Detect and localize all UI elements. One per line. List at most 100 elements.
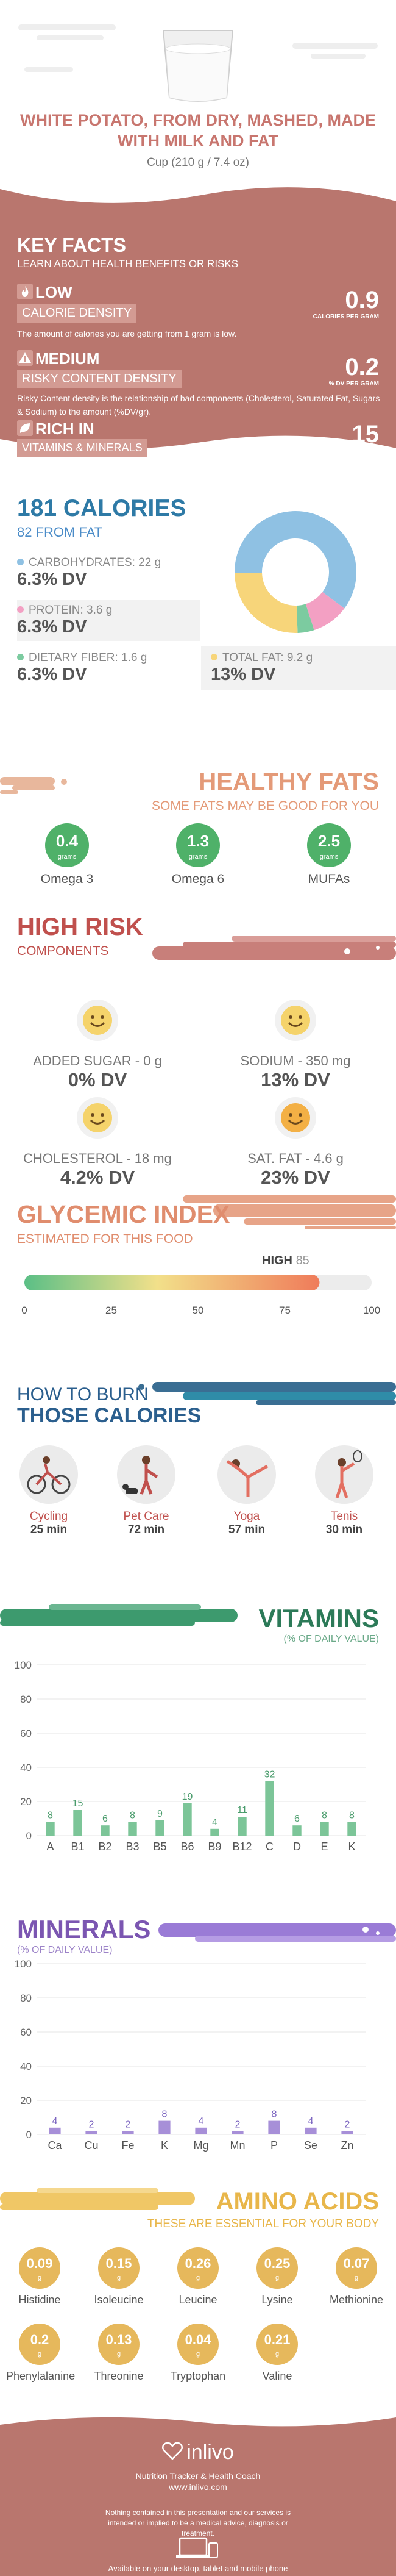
bar-value: 9 bbox=[157, 1809, 163, 1819]
y-tick-label: 60 bbox=[20, 2027, 32, 2038]
devices-icon bbox=[176, 2537, 218, 2558]
bar-Fe bbox=[122, 2131, 134, 2134]
bar-P bbox=[268, 2120, 280, 2134]
footer-wave bbox=[0, 2411, 396, 2427]
brush-stroke bbox=[0, 1604, 238, 1626]
risky-density-level: MEDIUM bbox=[17, 349, 200, 368]
smiley-icon bbox=[275, 1000, 316, 1041]
y-tick-label: 80 bbox=[20, 1992, 32, 2004]
bar-value: 4 bbox=[308, 2116, 314, 2127]
brush-stroke bbox=[158, 1923, 396, 1942]
calorie-density-unit: CALORIES PER GRAM bbox=[313, 313, 379, 320]
footer-disclaimer: Nothing contained in this presentation a… bbox=[105, 2508, 291, 2538]
amino-unit: g bbox=[196, 2350, 200, 2358]
amino-label: Valine bbox=[262, 2370, 292, 2382]
fat-value-circle: 2.5 grams bbox=[307, 823, 351, 867]
activity-cycling: Cycling 25 min bbox=[12, 1445, 85, 1537]
gauge-fill bbox=[24, 1275, 320, 1290]
calorie-density-desc: The amount of calories you are getting f… bbox=[17, 329, 237, 338]
vitamins-unit: % DV PER CALORIE bbox=[320, 448, 379, 454]
bar-Ca bbox=[49, 2127, 61, 2134]
footer-url[interactable]: www.inlivo.com bbox=[169, 2482, 227, 2492]
burn-section: HOW TO BURN THOSE CALORIES Cycling 25 min… bbox=[0, 1378, 396, 1586]
x-tick-label: K bbox=[348, 1841, 355, 1853]
fiber-item: DIETARY FIBER: 1.6 g 6.3% DV bbox=[17, 651, 147, 684]
amino-unit: g bbox=[354, 2274, 359, 2281]
amino-value: 0.09 bbox=[26, 2256, 53, 2271]
bar-value: 8 bbox=[349, 1811, 355, 1821]
carbs-item: CARBOHYDRATES: 22 g 6.3% DV bbox=[17, 556, 161, 589]
activity-tenis: Tenis 30 min bbox=[308, 1445, 381, 1537]
donut-slice-total-fat bbox=[235, 572, 298, 633]
activity-yoga: Yoga 57 min bbox=[210, 1445, 283, 1537]
amino-methionine: 0.07 g Methionine bbox=[323, 2247, 390, 2306]
bar-C bbox=[265, 1781, 274, 1836]
minerals-section: MINERALS (% OF DAILY VALUE) 0 20 40 60 80 100… bbox=[0, 1915, 396, 2183]
glycemic-section: GLYCEMIC INDEX ESTIMATED FOR THIS FOOD H… bbox=[0, 1195, 396, 1378]
amino-lysine: 0.25 g Lysine bbox=[244, 2247, 311, 2306]
bar-Cu bbox=[85, 2131, 97, 2134]
x-tick-label: Mg bbox=[193, 2139, 208, 2152]
glycemic-level: HIGH 85 bbox=[262, 1254, 309, 1267]
yoga-icon bbox=[217, 1445, 276, 1504]
risk-dv: 13% DV bbox=[261, 1069, 330, 1090]
risk-item: ADDED SUGAR - 0 g 0% DV bbox=[12, 999, 183, 1091]
minerals-subtitle: (% OF DAILY VALUE) bbox=[17, 1945, 113, 1955]
activity-name: Cycling bbox=[29, 1510, 68, 1523]
burn-subtitle: THOSE CALORIES bbox=[17, 1404, 202, 1427]
footer: inlivo Nutrition Tracker & Health Coach … bbox=[0, 2411, 396, 2576]
gauge-tick: 100 bbox=[363, 1304, 380, 1316]
bar-value: 8 bbox=[48, 1811, 53, 1821]
amino-unit: g bbox=[116, 2274, 121, 2281]
gauge-tick: 25 bbox=[105, 1304, 117, 1316]
smiley-icon bbox=[77, 1000, 118, 1041]
risky-density-unit: % DV PER GRAM bbox=[328, 381, 379, 387]
glycemic-title: GLYCEMIC INDEX bbox=[17, 1200, 230, 1228]
x-tick-label: A bbox=[46, 1841, 54, 1853]
fat-item-omega-6: 1.3 grams Omega 6 bbox=[155, 823, 241, 887]
amino-circle: 0.09 g bbox=[19, 2247, 60, 2289]
pet-care-icon bbox=[117, 1445, 175, 1504]
amino-circle: 0.15 g bbox=[98, 2247, 140, 2289]
amino-label: Tryptophan bbox=[170, 2370, 226, 2382]
bar-value: 2 bbox=[89, 2119, 94, 2130]
amino-circle: 0.26 g bbox=[177, 2247, 219, 2289]
amino-circle: 0.21 g bbox=[256, 2324, 298, 2365]
x-tick-label: Ca bbox=[48, 2139, 62, 2152]
activity-minutes: 72 min bbox=[127, 1523, 165, 1536]
activity-minutes: 25 min bbox=[30, 1523, 68, 1536]
x-tick-label: Zn bbox=[341, 2139, 353, 2152]
fiber-dot bbox=[17, 654, 24, 660]
calories-section: 181 CALORIES 82 FROM FAT CARBOHYDRATES: … bbox=[0, 463, 396, 768]
risky-density-value: 0.2 bbox=[345, 354, 379, 381]
fat-unit: grams bbox=[319, 853, 339, 860]
vitamins-value: 15 bbox=[352, 421, 380, 448]
vitamins-title: VITAMINS bbox=[258, 1604, 379, 1633]
amino-value: 0.07 bbox=[343, 2256, 370, 2271]
risk-label: ADDED SUGAR - 0 g bbox=[33, 1053, 162, 1068]
calories-from-fat: 82 FROM FAT bbox=[17, 524, 103, 540]
activity-minutes: 30 min bbox=[325, 1523, 363, 1536]
bar-value: 15 bbox=[72, 1798, 83, 1809]
gauge-tick: 0 bbox=[21, 1304, 27, 1316]
activity-name: Tenis bbox=[330, 1510, 358, 1523]
bar-value: 4 bbox=[212, 1817, 217, 1828]
risk-label: SODIUM - 350 mg bbox=[240, 1053, 351, 1068]
fat-value: 2.5 bbox=[317, 832, 341, 850]
fat-value: 0.4 bbox=[55, 832, 79, 850]
x-tick-label: Mn bbox=[230, 2139, 245, 2152]
bar-value: 2 bbox=[235, 2119, 241, 2130]
key-facts-title: KEY FACTS bbox=[17, 234, 126, 256]
x-tick-label: K bbox=[161, 2139, 168, 2152]
key-facts-subtitle: LEARN ABOUT HEALTH BENEFITS OR RISKS bbox=[17, 258, 239, 270]
bar-value: 4 bbox=[52, 2116, 58, 2127]
bar-Zn bbox=[341, 2131, 353, 2134]
bar-value: 11 bbox=[237, 1805, 247, 1816]
vitamins-section: VITAMINS (% OF DAILY VALUE) 0 20 40 60 80 100… bbox=[0, 1586, 396, 1915]
risk-dv: 23% DV bbox=[261, 1167, 330, 1188]
bar-value: 6 bbox=[102, 1814, 108, 1824]
amino-leucine: 0.26 g Leucine bbox=[164, 2247, 232, 2306]
amino-value: 0.2 bbox=[30, 2332, 49, 2347]
fat-value-circle: 1.3 grams bbox=[176, 823, 220, 867]
fat-item: TOTAL FAT: 9.2 g 13% DV bbox=[201, 646, 396, 690]
